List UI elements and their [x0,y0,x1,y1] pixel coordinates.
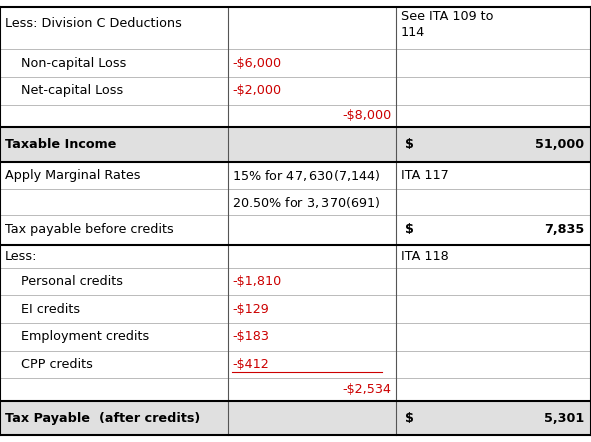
Text: -$2,000: -$2,000 [232,84,281,97]
Text: CPP credits: CPP credits [21,358,93,371]
Text: 114: 114 [401,26,425,39]
Text: 20.50% for $3,370 ($691): 20.50% for $3,370 ($691) [232,194,381,210]
Text: EI credits: EI credits [21,303,80,316]
Bar [0,7,591,127]
Text: ITA 117: ITA 117 [401,169,449,182]
Text: -$129: -$129 [232,303,269,316]
Text: -$183: -$183 [232,330,269,343]
Bar [0,401,591,435]
Text: Apply Marginal Rates: Apply Marginal Rates [5,169,140,182]
Text: Tax Payable  (after credits): Tax Payable (after credits) [5,412,200,425]
Bar [0,127,591,162]
Text: -$6,000: -$6,000 [232,57,281,70]
Text: Employment credits: Employment credits [21,330,149,343]
Text: -$2,534: -$2,534 [342,383,391,396]
Bar [0,245,591,401]
Text: 7,835: 7,835 [544,224,584,236]
Text: ITA 118: ITA 118 [401,250,449,263]
Text: -$412: -$412 [232,358,269,371]
Text: 51,000: 51,000 [535,138,584,151]
Bar [0,162,591,245]
Text: -$8,000: -$8,000 [342,110,391,122]
Text: 15% for $47,630 ($7,144): 15% for $47,630 ($7,144) [232,168,381,183]
Text: Less:: Less: [5,250,37,263]
Text: -$1,810: -$1,810 [232,275,281,288]
Text: Less: Division C Deductions: Less: Division C Deductions [5,17,181,30]
Text: See ITA 109 to: See ITA 109 to [401,10,493,23]
Text: $: $ [405,412,414,425]
Text: Personal credits: Personal credits [21,275,123,288]
Text: Non-capital Loss: Non-capital Loss [21,57,126,70]
Text: Net-capital Loss: Net-capital Loss [21,84,123,97]
Text: Tax payable before credits: Tax payable before credits [5,224,174,236]
Text: $: $ [405,138,414,151]
Text: 5,301: 5,301 [544,412,584,425]
Text: Taxable Income: Taxable Income [5,138,116,151]
Text: $: $ [405,224,414,236]
